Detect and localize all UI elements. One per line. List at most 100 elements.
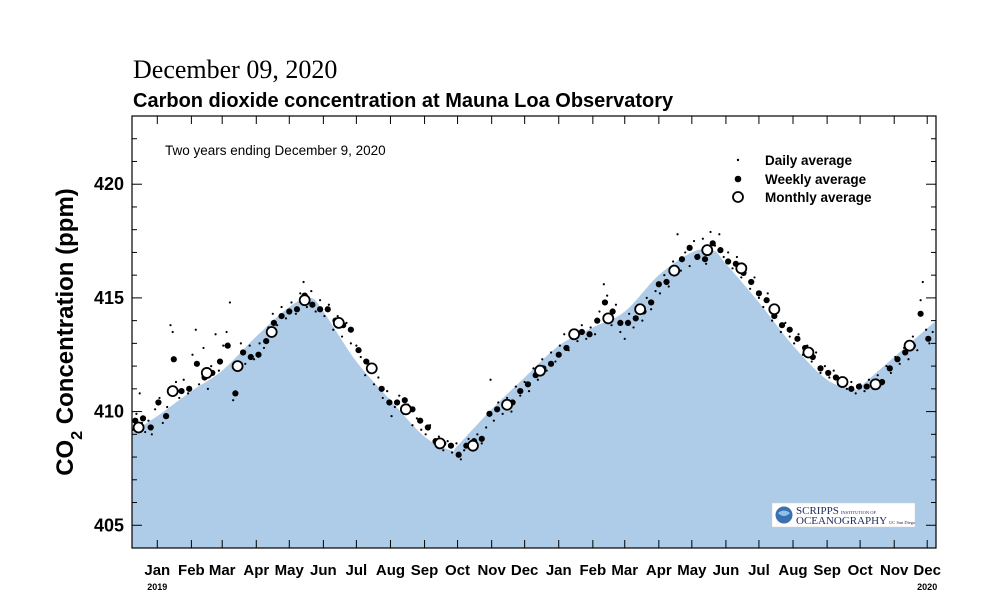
x-tick-label: Aug	[778, 562, 807, 579]
logo-line2: OCEANOGRAPHY UC San Diego	[796, 515, 916, 527]
daily-point	[332, 328, 335, 331]
daily-point	[663, 274, 666, 277]
daily-point	[532, 367, 535, 370]
monthly-point	[903, 339, 916, 352]
daily-point	[589, 326, 592, 329]
legend-daily-label: Daily average	[765, 153, 853, 168]
x-tick-label: Apr	[646, 562, 672, 579]
daily-point	[793, 342, 796, 345]
daily-point	[606, 294, 609, 297]
weekly-point	[147, 424, 154, 431]
daily-point	[467, 437, 470, 440]
weekly-point	[778, 322, 786, 329]
weekly-point	[263, 337, 270, 345]
daily-point	[345, 321, 348, 325]
daily-point	[248, 344, 251, 347]
year-label: 2019	[147, 582, 167, 592]
daily-point	[135, 412, 138, 415]
weekly-point	[555, 351, 562, 358]
daily-point	[420, 428, 423, 431]
weekly-point	[216, 358, 224, 365]
plot-frame	[131, 115, 937, 549]
monthly-point	[265, 326, 278, 338]
monthly-point	[166, 385, 179, 398]
y-axis-ticks: 405 410 415 420	[94, 115, 936, 549]
daily-point	[815, 351, 818, 354]
daily-point	[280, 305, 283, 309]
daily-point	[276, 324, 279, 327]
weekly-point	[417, 417, 424, 424]
weekly-point	[617, 319, 624, 327]
monthly-point	[467, 439, 479, 452]
daily-point	[158, 396, 161, 400]
weekly-point	[486, 410, 493, 417]
daily-point	[828, 376, 831, 379]
x-tick-label: Feb	[580, 562, 607, 579]
daily-point	[916, 349, 919, 352]
daily-point	[505, 396, 509, 400]
x-tick-label: Dec	[913, 562, 941, 579]
daily-point	[446, 440, 449, 443]
period-annotation: Two years ending December 9, 2020	[165, 143, 386, 158]
daily-point	[217, 369, 220, 372]
legend-weekly-label: Weekly average	[765, 172, 867, 187]
daily-point	[386, 390, 389, 393]
x-tick-label: Jun	[310, 562, 337, 579]
monthly-point	[768, 303, 781, 316]
weekly-point	[725, 258, 732, 265]
x-tick-label: Mar	[611, 562, 638, 579]
weekly-point	[886, 365, 893, 372]
daily-point	[867, 378, 871, 381]
weekly-point	[193, 360, 200, 367]
daily-point	[762, 305, 765, 309]
x-tick-label: Jul	[346, 562, 368, 579]
daily-point	[641, 319, 644, 322]
daily-point	[485, 426, 488, 429]
daily-point	[928, 342, 931, 345]
daily-point	[340, 335, 344, 338]
y-tick-label: 410	[94, 402, 124, 422]
monthly-point	[869, 378, 882, 391]
daily-point	[854, 392, 857, 395]
weekly-point	[494, 406, 501, 413]
daily-point	[222, 344, 225, 347]
weekly-point	[586, 331, 593, 338]
weekly-point	[517, 388, 524, 395]
daily-point	[510, 410, 513, 413]
x-tick-label: Sep	[813, 562, 841, 579]
daily-point	[318, 299, 322, 302]
monthly-point	[568, 328, 581, 341]
daily-point	[206, 387, 209, 390]
weekly-point	[547, 360, 555, 367]
x-tick-label: Oct	[445, 562, 470, 579]
daily-point	[459, 458, 462, 461]
daily-point	[355, 344, 358, 347]
daily-point	[650, 308, 653, 311]
y-tick-label: 420	[94, 174, 124, 194]
x-tick-label: Aug	[376, 562, 405, 579]
daily-point	[554, 360, 557, 363]
daily-point	[327, 303, 330, 306]
x-tick-label: May	[275, 562, 305, 579]
daily-point	[619, 330, 622, 334]
weekly-point	[786, 326, 793, 333]
monthly-point	[434, 437, 446, 450]
monthly-point	[365, 362, 378, 375]
daily-point	[779, 330, 783, 334]
weekly-point	[232, 390, 239, 397]
weekly-point	[686, 244, 693, 251]
daily-point	[463, 449, 466, 452]
daily-point	[153, 408, 157, 411]
daily-point	[415, 417, 418, 420]
weekly-point	[817, 365, 824, 372]
daily-point	[898, 362, 901, 365]
daily-point	[797, 333, 800, 336]
daily-point	[598, 310, 601, 313]
weekly-point	[601, 299, 609, 306]
weekly-point	[763, 297, 770, 304]
daily-point	[563, 333, 566, 336]
weekly-point	[794, 335, 801, 342]
logo-scripps: CRIPPS	[802, 505, 839, 517]
weekly-point	[648, 299, 655, 306]
